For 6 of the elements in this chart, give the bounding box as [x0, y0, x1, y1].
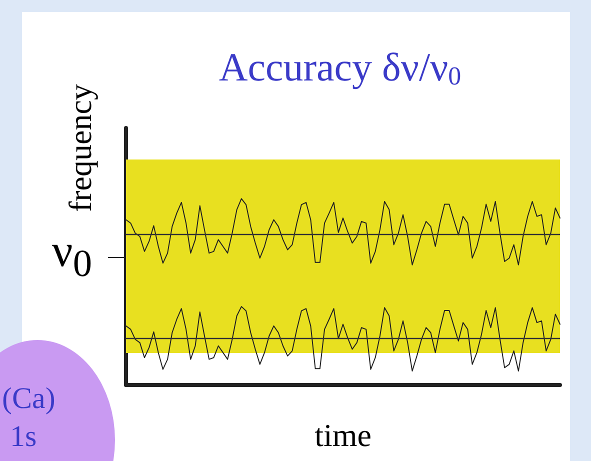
x-axis-title: time [314, 417, 372, 453]
text: (Ca) [2, 382, 56, 416]
chart-title: Accuracy δν/ν0 [218, 44, 462, 90]
text: 1s [10, 420, 37, 454]
text: ν$_{0}$ [52, 225, 92, 288]
y-axis-title: frequency [62, 84, 98, 212]
